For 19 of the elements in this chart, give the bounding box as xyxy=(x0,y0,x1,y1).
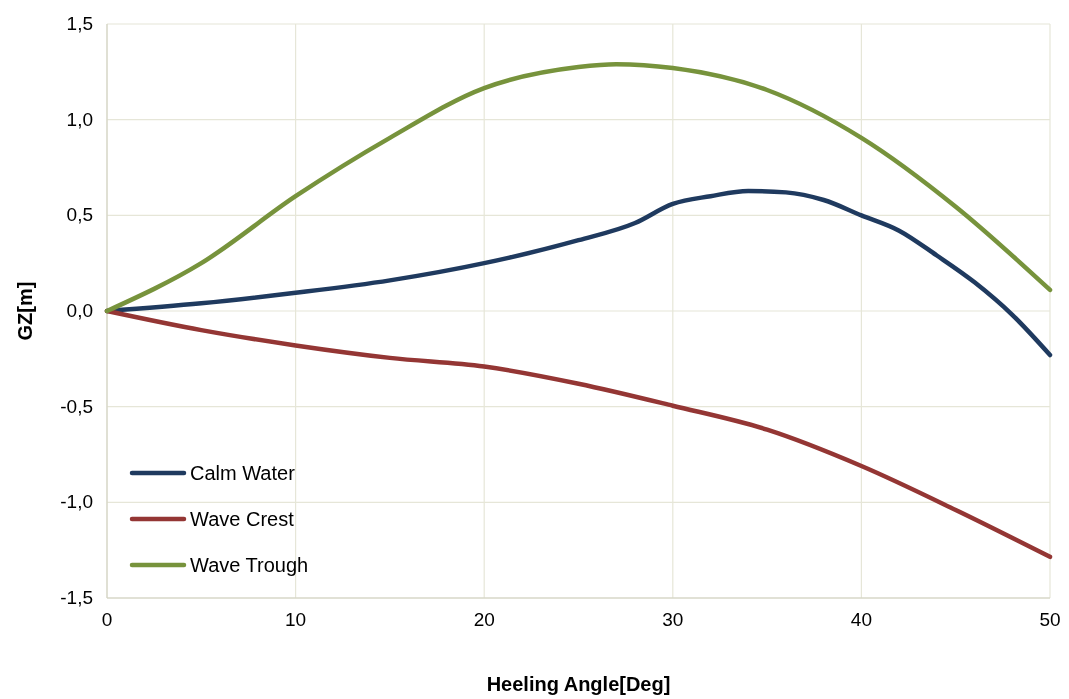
x-tick-label: 0 xyxy=(101,609,113,630)
x-tick-label: 20 xyxy=(473,609,495,630)
y-tick-label: -1,0 xyxy=(60,491,93,513)
y-tick-label: 0,0 xyxy=(66,300,93,321)
x-axis-title: Heeling Angle[Deg] xyxy=(486,673,671,695)
y-tick-label: 0,5 xyxy=(66,204,93,226)
legend-label: Calm Water xyxy=(190,462,296,484)
x-tick-label: 50 xyxy=(1039,609,1061,630)
x-tick-label: 40 xyxy=(850,609,872,630)
line-series xyxy=(104,61,1053,314)
y-tick-label: 1,0 xyxy=(66,108,93,130)
y-tick-label: 1,5 xyxy=(66,13,93,34)
y-tick-label: -0,5 xyxy=(60,395,93,417)
x-tick-label: 30 xyxy=(662,609,684,630)
y-tick-label: -1,5 xyxy=(60,587,93,608)
legend-label: Wave Trough xyxy=(190,554,309,576)
x-tick-label: 10 xyxy=(285,609,307,630)
legend-label: Wave Crest xyxy=(190,508,295,530)
y-axis-title: GZ[m] xyxy=(14,281,36,341)
